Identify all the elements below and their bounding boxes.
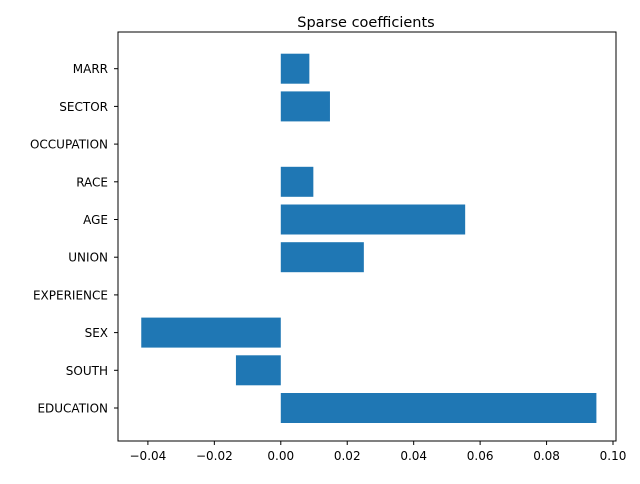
bar-race	[280, 166, 314, 197]
y-tick-label-south: SOUTH	[66, 364, 108, 378]
x-tick-label: 0.06	[467, 449, 494, 463]
y-tick-label-experience: EXPERIENCE	[33, 288, 108, 302]
bar-sector	[280, 91, 330, 122]
y-tick-label-union: UNION	[68, 251, 108, 265]
x-tick-label: 0.08	[533, 449, 560, 463]
x-tick-label: −0.04	[130, 449, 167, 463]
y-tick-label-age: AGE	[83, 213, 108, 227]
bar-south	[235, 355, 281, 386]
y-tick-label-education: EDUCATION	[37, 402, 108, 416]
x-tick-label: −0.02	[196, 449, 233, 463]
axes-layer: −0.04 −0.02 0.00 0.02 0.04 0.06 0.08 0.10 EDUCAT…	[30, 31, 627, 463]
chart-title: Sparse coefficients	[297, 15, 434, 31]
y-tick-label-occupation: OCCUPATION	[30, 138, 108, 152]
plot-frame	[117, 31, 617, 442]
y-tick-label-marr: MARR	[73, 62, 108, 76]
y-tick-label-sex: SEX	[85, 326, 108, 340]
bar-age	[280, 204, 466, 235]
x-tick-label: 0.02	[334, 449, 361, 463]
x-tick-label: 0.10	[600, 449, 627, 463]
bar-union	[280, 242, 364, 273]
y-tick-label-sector: SECTOR	[59, 100, 108, 114]
bar-sex	[141, 317, 281, 348]
x-tick-label: 0.00	[267, 449, 294, 463]
y-tick-label-race: RACE	[76, 175, 108, 189]
bar-education	[280, 393, 597, 423]
bars-layer	[141, 53, 597, 423]
x-tick-label: 0.04	[400, 449, 427, 463]
bar-marr	[280, 53, 310, 84]
